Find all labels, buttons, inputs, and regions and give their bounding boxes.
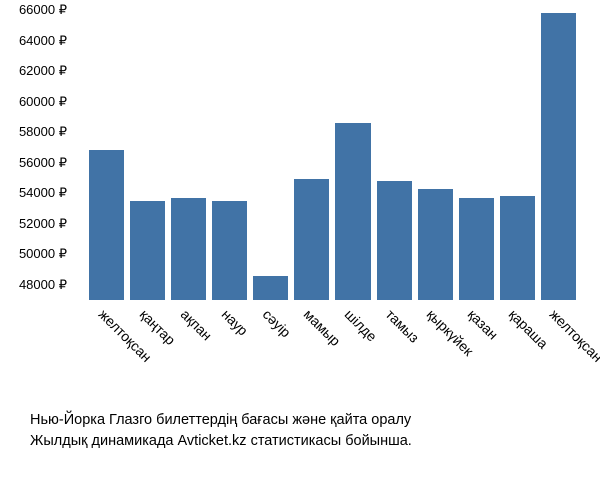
y-tick: 62000 ₽ [19,63,67,79]
y-tick: 64000 ₽ [19,33,67,49]
bar [418,189,453,300]
y-tick: 56000 ₽ [19,155,67,171]
y-tick: 50000 ₽ [19,246,67,262]
plot-area [85,10,580,300]
bar [253,276,288,300]
chart-caption: Нью-Йорка Глазго билеттердің бағасы және… [30,410,580,452]
x-label: желтоқсан [547,306,600,365]
x-label: сәуір [260,306,294,340]
y-axis: 48000 ₽ 50000 ₽ 52000 ₽ 54000 ₽ 56000 ₽ 58000… [0,10,75,300]
caption-line-2: Жылдық динамикада Avticket.kz статистика… [30,431,580,452]
bar [541,13,576,300]
bar [377,181,412,300]
caption-line-1: Нью-Йорка Глазго билеттердің бағасы және… [30,410,580,431]
x-label: шілде [342,306,381,345]
bar [459,198,494,300]
y-tick: 48000 ₽ [19,277,67,293]
y-tick: 54000 ₽ [19,185,67,201]
x-label: мамыр [301,306,344,349]
bar [212,201,247,300]
bar [89,150,124,300]
x-label: ақпан [177,306,214,343]
y-tick: 60000 ₽ [19,94,67,110]
y-tick: 52000 ₽ [19,216,67,232]
y-tick: 58000 ₽ [19,124,67,140]
bar [500,196,535,300]
bar [130,201,165,300]
x-label: тамыз [383,306,423,346]
chart-container: 48000 ₽ 50000 ₽ 52000 ₽ 54000 ₽ 56000 ₽ 58000… [0,0,600,500]
bars-group [85,10,580,300]
x-label: қазан [465,306,502,343]
x-axis: желтоқсанқаңтарақпаннаурсәуірмамыршілдет… [85,300,580,410]
y-tick: 66000 ₽ [19,2,67,18]
bar [335,123,370,300]
bar [294,179,329,300]
bar [171,198,206,300]
x-label: қараша [506,306,552,352]
x-label: наур [218,306,251,339]
